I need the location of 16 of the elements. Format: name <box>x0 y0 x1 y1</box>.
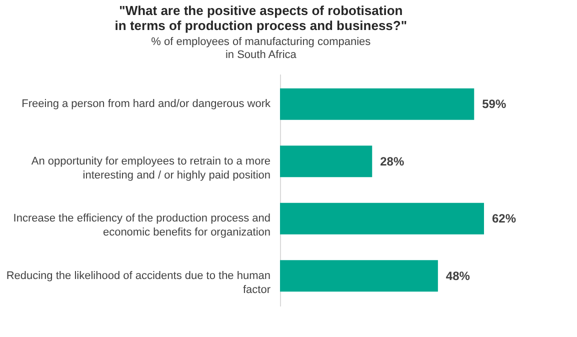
bar <box>280 260 438 292</box>
y-tick-label: Reducing the likelihood of accidents due to the human factor <box>6 270 271 296</box>
data-label: 62% <box>492 212 516 226</box>
data-label: 28% <box>380 154 404 168</box>
text: in South Africa <box>225 49 296 61</box>
data-label: 59% <box>482 97 506 112</box>
bar <box>280 88 474 120</box>
y-tick-label: Freeing a person from hard and/or dangerous work <box>22 98 271 110</box>
bar <box>280 202 484 234</box>
text: "What are the positive aspects of robotisation <box>119 3 403 18</box>
y-tick-label: Increase the efficiency of the production process and economic benefits for organization <box>13 212 270 239</box>
text: % of employees of manufacturing companies <box>151 36 371 48</box>
text: in terms of production process and business?" <box>114 18 408 33</box>
data-label: 48% <box>446 268 470 283</box>
bar <box>280 146 372 178</box>
y-tick-label: An opportunity for employees to retrain to a more interesting and / or highly paid position <box>31 155 270 182</box>
